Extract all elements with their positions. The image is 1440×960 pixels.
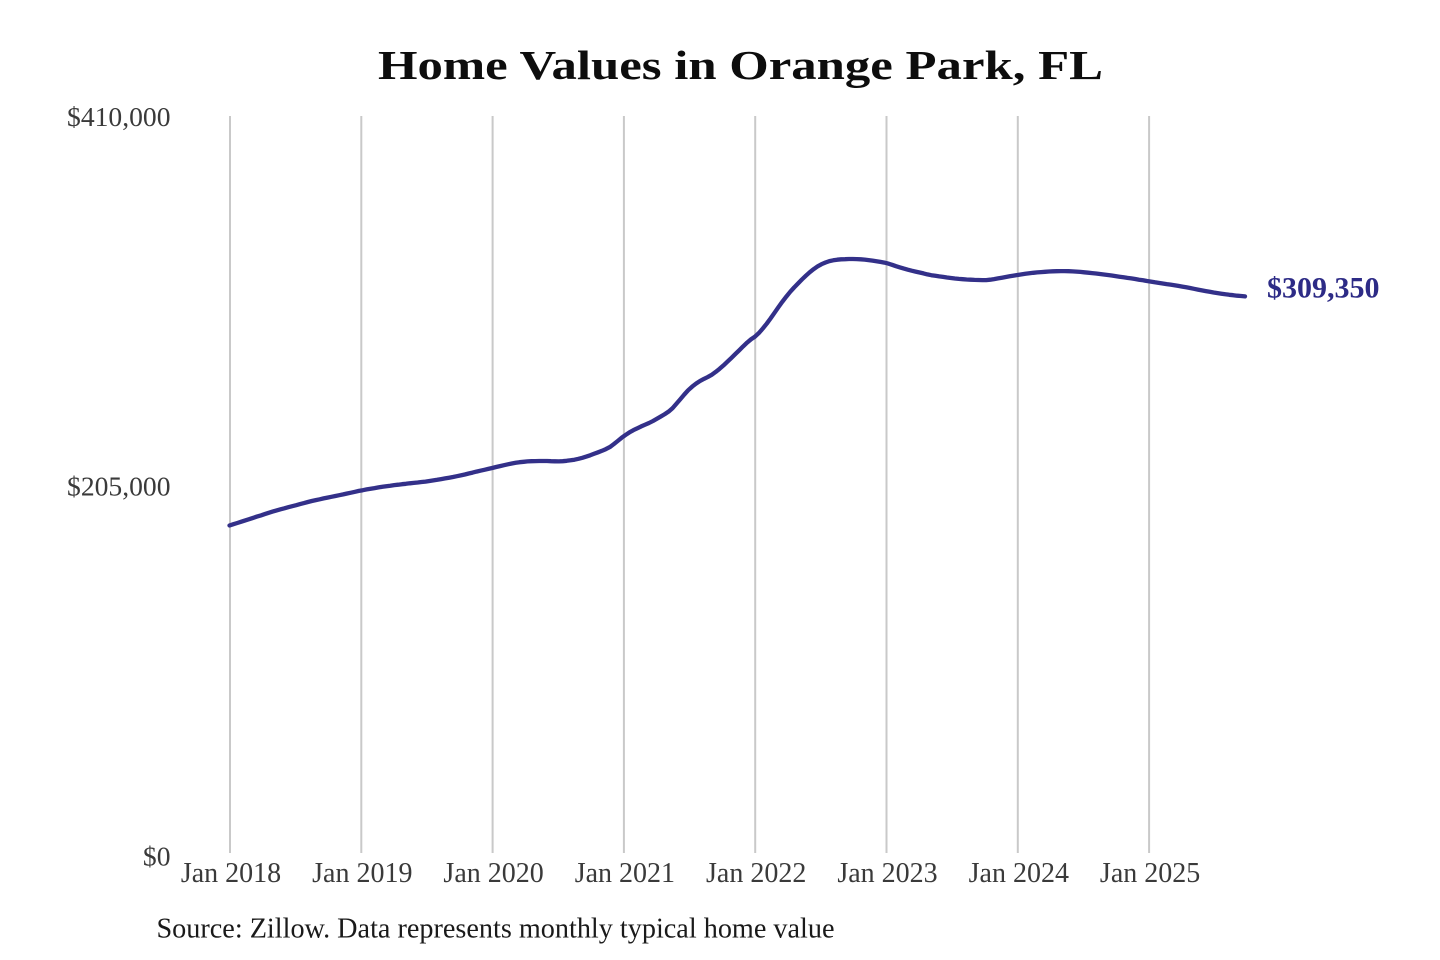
- svg-text:$205,000: $205,000: [67, 471, 170, 502]
- svg-text:Source: Zillow. Data represent: Source: Zillow. Data represents monthly …: [157, 914, 835, 945]
- svg-text:Jan 2023: Jan 2023: [837, 858, 937, 889]
- svg-text:Jan 2020: Jan 2020: [443, 858, 543, 889]
- svg-text:Jan 2018: Jan 2018: [181, 858, 281, 889]
- svg-text:Jan 2021: Jan 2021: [575, 858, 675, 889]
- svg-text:$410,000: $410,000: [67, 101, 170, 132]
- svg-text:Jan 2022: Jan 2022: [706, 858, 806, 889]
- svg-text:Jan 2019: Jan 2019: [312, 858, 412, 889]
- svg-text:Home Values in Orange Park, FL: Home Values in Orange Park, FL: [378, 42, 1103, 88]
- svg-text:$0: $0: [143, 841, 171, 872]
- svg-text:Jan 2025: Jan 2025: [1100, 858, 1200, 889]
- svg-text:$309,350: $309,350: [1267, 272, 1380, 305]
- svg-text:Jan 2024: Jan 2024: [969, 858, 1069, 889]
